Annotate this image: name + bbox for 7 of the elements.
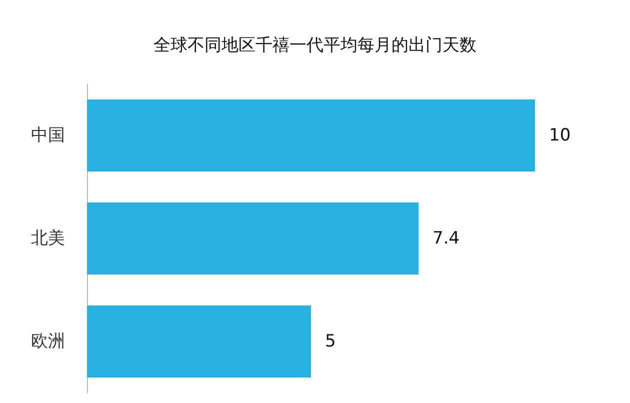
data-label: 10 <box>549 126 571 146</box>
y-tick-label: 中国 <box>31 126 65 146</box>
data-label: 7.4 <box>432 228 460 248</box>
data-label: 5 <box>325 332 336 352</box>
y-tick-label: 北美 <box>31 228 65 248</box>
y-tick-label: 欧洲 <box>31 332 65 352</box>
chart-title: 全球不同地区千禧一代平均每月的出门天数 <box>154 36 476 56</box>
